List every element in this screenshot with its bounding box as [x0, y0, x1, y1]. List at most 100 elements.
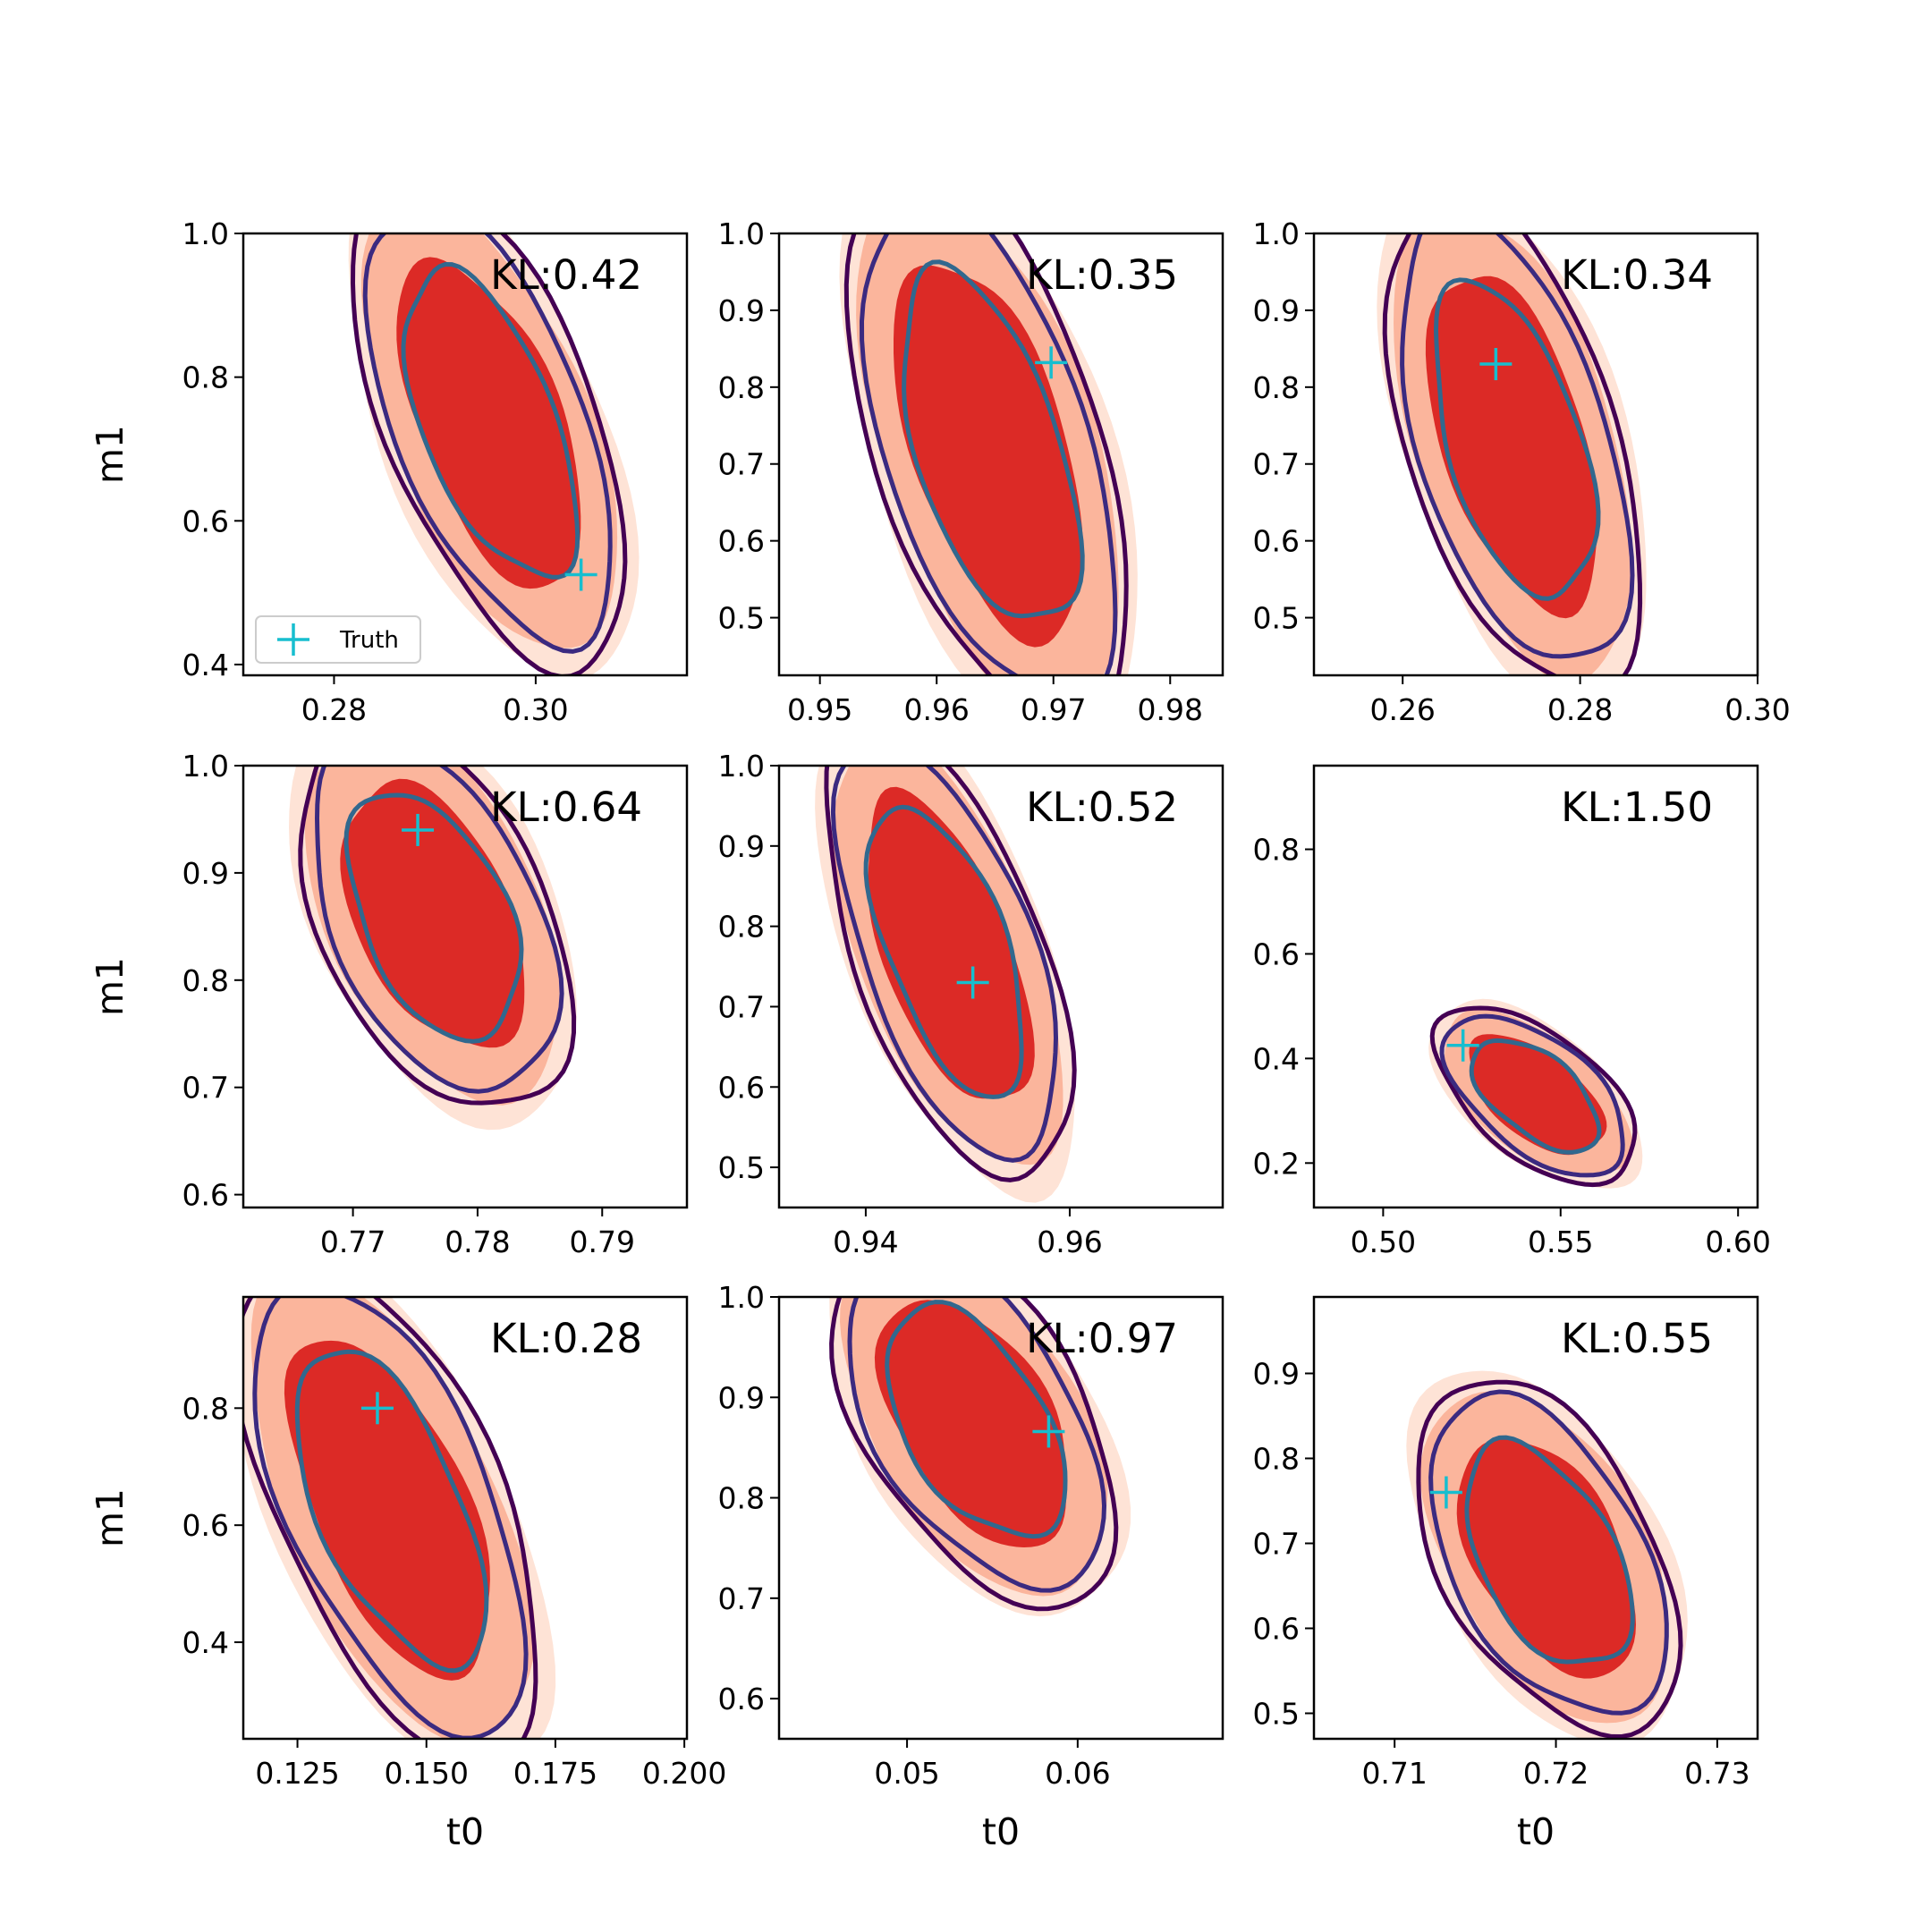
contour-line-outer	[1429, 1005, 1638, 1188]
y-tick-label: 0.2	[1253, 1146, 1300, 1181]
y-tick-label: 1.0	[182, 749, 229, 784]
y-tick-label: 0.4	[1253, 1041, 1300, 1076]
y-tick-label: 0.8	[718, 1481, 765, 1516]
y-tick-label: 0.9	[1253, 1357, 1300, 1392]
kl-annotation: KL:0.97	[1026, 1315, 1178, 1362]
contour-line-outer	[298, 766, 577, 1106]
y-tick-label: 1.0	[182, 216, 229, 251]
contour-line-inner	[294, 1349, 489, 1674]
y-tick-label: 0.8	[182, 963, 229, 998]
kl-annotation: KL:0.35	[1026, 251, 1178, 299]
truth-marker	[956, 966, 989, 999]
y-tick-label: 0.6	[718, 1682, 765, 1716]
contour-line-inner	[401, 261, 580, 580]
y-tick-label: 0.5	[1253, 601, 1300, 636]
subplot-1: 0.28 0.30 0.4 0.6 0.8 1.0 KL:0.42 m1 Truth	[89, 216, 689, 727]
y-tick-label: 0.4	[182, 1625, 229, 1660]
x-axis-label: t0	[982, 1810, 1020, 1853]
y-tick-label: 0.9	[718, 829, 765, 864]
contour-line-mid	[1428, 1389, 1669, 1716]
contour-group	[839, 233, 1138, 675]
contour-line-inner	[902, 259, 1085, 619]
contour-line-outer	[1416, 1379, 1683, 1739]
x-tick-label: 0.30	[503, 692, 568, 727]
truth-marker	[1429, 1476, 1462, 1509]
truth-marker	[564, 558, 597, 591]
x-tick-label: 0.200	[642, 1756, 726, 1791]
contour-line-mid	[859, 233, 1118, 675]
x-tick-label: 0.96	[1037, 1224, 1102, 1259]
x-tick-label: 0.55	[1528, 1224, 1593, 1259]
subplot-3: 0.26 0.28 0.30 0.5 0.6 0.7 0.8 0.9 1.0 KL:0.34	[1253, 216, 1791, 727]
x-tick-label: 0.79	[570, 1224, 635, 1259]
contour-line-outer	[1382, 233, 1643, 675]
contour-line-inner	[343, 792, 524, 1044]
x-tick-label: 0.175	[513, 1756, 597, 1791]
y-tick-label: 1.0	[718, 216, 765, 251]
x-tick-label: 0.150	[385, 1756, 469, 1791]
plot-frame	[242, 764, 689, 1209]
y-tick-label: 0.6	[182, 1178, 229, 1213]
x-tick-label: 0.05	[874, 1756, 939, 1791]
contour-line-mid	[252, 1297, 529, 1739]
x-tick-label: 0.78	[445, 1224, 510, 1259]
contour-line-outer	[243, 1297, 538, 1739]
y-axis-label: m1	[89, 957, 131, 1016]
y-tick-label: 1.0	[718, 1280, 765, 1315]
y-tick-label: 0.8	[182, 360, 229, 395]
y-tick-label: 0.7	[718, 1581, 765, 1616]
legend-box	[255, 615, 421, 664]
kl-annotation: KL:0.55	[1561, 1315, 1713, 1362]
kl-annotation: KL:0.52	[1026, 784, 1178, 831]
subplot-2: 0.95 0.96 0.97 0.98 0.5 0.6 0.7 0.8 0.9 1.0 KL:0.3…	[718, 216, 1224, 727]
y-tick-label: 0.8	[1253, 833, 1300, 868]
y-tick-label: 0.5	[1253, 1697, 1300, 1732]
y-tick-label: 0.6	[718, 524, 765, 559]
x-tick-label: 0.50	[1351, 1224, 1416, 1259]
y-tick-label: 0.8	[182, 1391, 229, 1426]
density-fill-inner	[894, 265, 1083, 648]
contour-line-outer	[829, 1297, 1119, 1612]
contour-group	[289, 766, 577, 1131]
kl-annotation: KL:1.50	[1561, 784, 1713, 831]
density-fill-inner	[1425, 275, 1598, 619]
y-tick-label: 0.9	[1253, 293, 1300, 328]
y-tick-label: 0.5	[718, 601, 765, 636]
truth-marker	[1446, 1029, 1479, 1062]
x-tick-label: 0.72	[1523, 1756, 1589, 1791]
y-tick-label: 0.7	[1253, 1527, 1300, 1562]
y-tick-label: 0.8	[1253, 370, 1300, 405]
y-tick-label: 0.9	[718, 293, 765, 328]
y-tick-label: 0.7	[1253, 447, 1300, 482]
legend-label: Truth	[339, 627, 399, 654]
density-fill-inner	[396, 257, 581, 589]
y-tick-label: 0.6	[718, 1070, 765, 1105]
contour-group	[348, 233, 640, 675]
plot-frame	[1312, 764, 1759, 1209]
y-tick-label: 0.7	[718, 447, 765, 482]
x-tick-label: 0.77	[320, 1224, 386, 1259]
y-tick-label: 1.0	[718, 749, 765, 784]
y-tick-label: 0.8	[718, 370, 765, 405]
contour-line-outer	[824, 766, 1077, 1182]
subplot-4: 0.77 0.78 0.79 0.6 0.7 0.8 0.9 1.0 KL:0.64 m1	[89, 749, 689, 1259]
contour-group	[829, 1297, 1131, 1617]
kl-annotation: KL:0.34	[1561, 251, 1713, 299]
y-tick-label: 0.7	[718, 989, 765, 1024]
truth-marker	[1035, 346, 1068, 379]
density-fill-inner	[284, 1340, 490, 1681]
subplot-6: 0.50 0.55 0.60 0.2 0.4 0.6 0.8 KL:1.50	[1253, 764, 1771, 1259]
x-tick-label: 0.73	[1684, 1756, 1750, 1791]
truth-marker	[1032, 1415, 1065, 1448]
x-tick-label: 0.125	[255, 1756, 339, 1791]
kl-annotation: KL:0.28	[490, 1315, 642, 1362]
x-tick-label: 0.95	[787, 692, 852, 727]
contour-line-mid	[314, 766, 564, 1094]
legend: Truth	[255, 615, 421, 664]
contour-line-mid	[1400, 233, 1635, 659]
y-tick-label: 0.9	[718, 1380, 765, 1415]
truth-marker	[1479, 348, 1513, 381]
x-tick-label: 0.30	[1724, 692, 1790, 727]
kl-annotation: KL:0.64	[490, 784, 642, 831]
x-axis-label: t0	[446, 1810, 484, 1853]
